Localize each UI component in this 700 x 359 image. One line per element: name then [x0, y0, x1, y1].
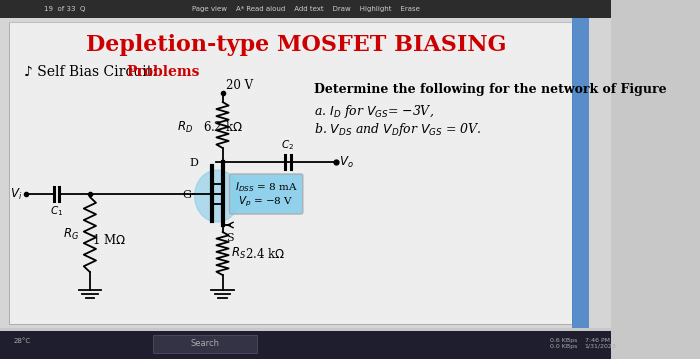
Text: G: G [182, 190, 191, 200]
Text: 7:46 PM
1/31/2023: 7:46 PM 1/31/2023 [584, 338, 617, 349]
Circle shape [195, 170, 240, 222]
Text: $V_p$ = −8 V: $V_p$ = −8 V [239, 195, 294, 209]
Text: $R_G$: $R_G$ [63, 227, 79, 242]
Text: 6.2 k$\Omega$: 6.2 k$\Omega$ [203, 120, 243, 134]
Bar [0, 0, 611, 18]
Text: ♪ Self Bias Circuit:: ♪ Self Bias Circuit: [25, 65, 162, 79]
Text: 1 M$\Omega$: 1 M$\Omega$ [92, 233, 125, 247]
Text: $C_1$: $C_1$ [50, 204, 63, 218]
Text: 2.4 k$\Omega$: 2.4 k$\Omega$ [245, 247, 286, 261]
Text: $I_{DSS}$ = 8 mA: $I_{DSS}$ = 8 mA [234, 180, 298, 194]
Bar [0, 331, 611, 359]
Text: $R_S$: $R_S$ [231, 246, 246, 261]
Text: Page view    A* Read aloud    Add text    Draw    Highlight    Erase: Page view A* Read aloud Add text Draw Hi… [192, 6, 419, 12]
Text: b. $V_{DS}$ and $V_D$for $V_{GS}$ = 0V.: b. $V_{DS}$ and $V_D$for $V_{GS}$ = 0V. [314, 121, 482, 139]
Text: Determine the following for the network of Figure: Determine the following for the network … [314, 84, 667, 97]
Text: Problems: Problems [127, 65, 200, 79]
Text: $C_2$: $C_2$ [281, 138, 295, 152]
Bar [153, 335, 258, 353]
Text: 19  of 33  Q: 19 of 33 Q [43, 6, 85, 12]
FancyBboxPatch shape [230, 174, 303, 214]
Bar [8, 22, 572, 324]
Text: 20 V: 20 V [226, 79, 253, 92]
Text: 0.6 KBps
0.0 KBps: 0.6 KBps 0.0 KBps [550, 338, 578, 349]
Text: 28°C: 28°C [13, 338, 30, 344]
Text: $V_o$: $V_o$ [340, 154, 354, 169]
Text: $V_i$: $V_i$ [10, 186, 22, 201]
Text: a. $I_D$ for $V_{GS}$= $-$3V,: a. $I_D$ for $V_{GS}$= $-$3V, [314, 103, 434, 121]
Text: $R_D$: $R_D$ [176, 120, 193, 135]
Text: S: S [226, 233, 234, 243]
Text: Search: Search [190, 340, 220, 349]
Text: D: D [189, 158, 198, 168]
Bar [572, 18, 589, 328]
Text: Depletion-type MOSFET BIASING: Depletion-type MOSFET BIASING [87, 34, 507, 56]
Bar [0, 18, 611, 328]
